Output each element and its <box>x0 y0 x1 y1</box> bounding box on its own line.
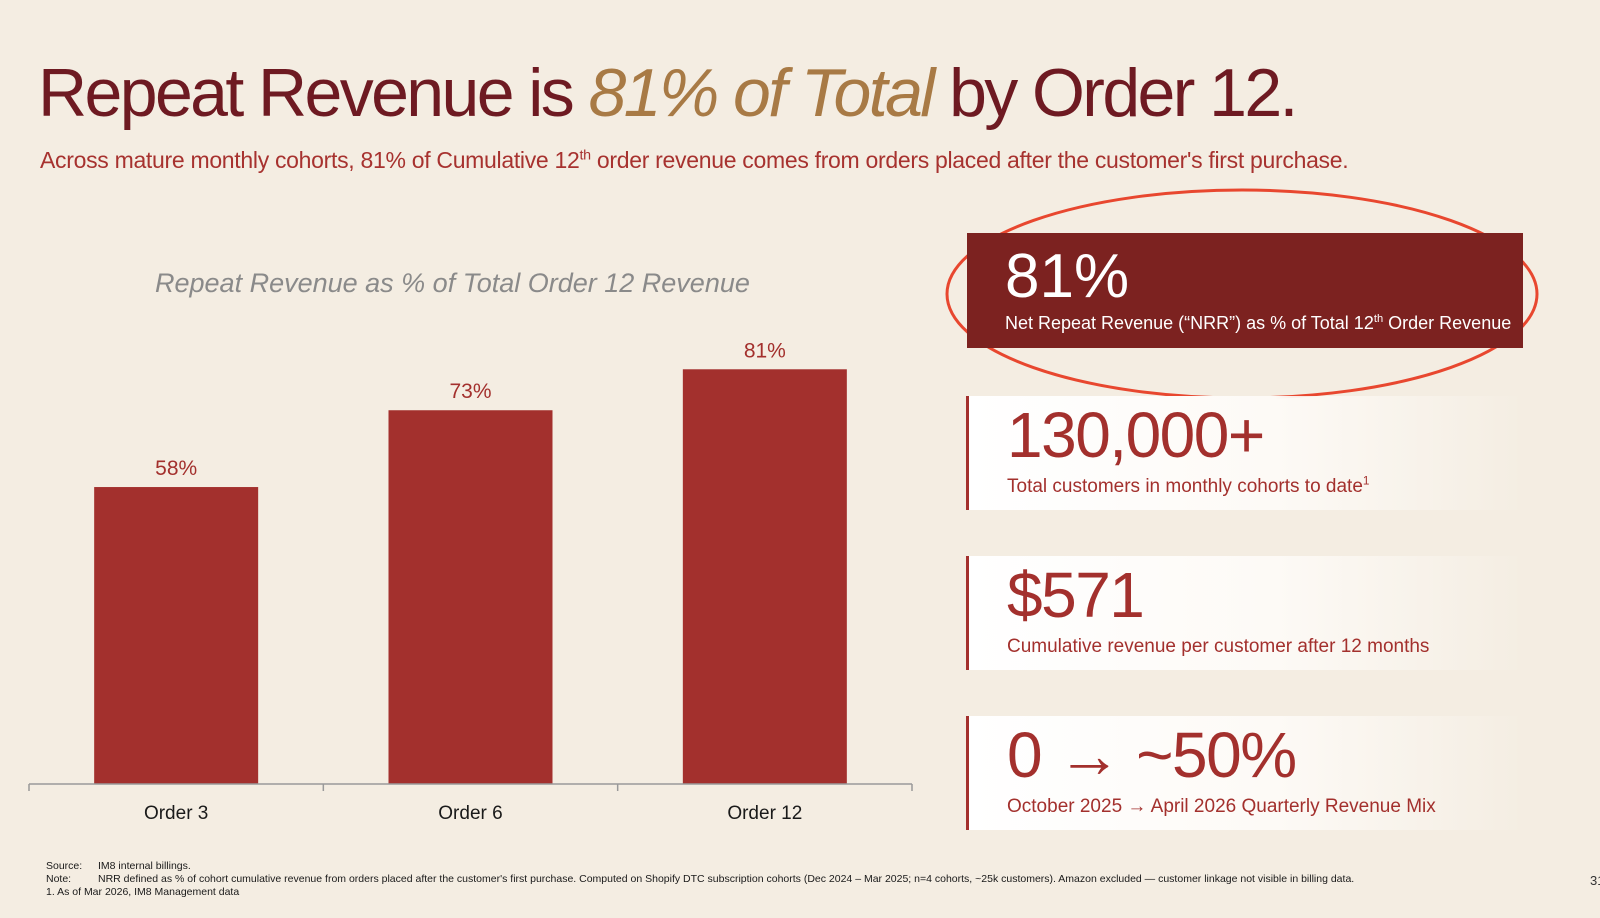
bar-value-label-2: 73% <box>449 380 491 403</box>
title-part-1: Repeat Revenue is <box>38 55 589 131</box>
kpi-mix-card: 0 → ~50% October 2025 → April 2026 Quart… <box>966 716 1525 830</box>
footnote-source: Source: IM8 internal billings. <box>46 860 1354 873</box>
kpi-customers-label-superscript: 1 <box>1362 474 1370 488</box>
kpi-revenue-label: Cumulative revenue per customer after 12… <box>1007 636 1430 657</box>
x-tick-label-2: Order 6 <box>438 803 502 820</box>
title-part-2: by Order 12. <box>932 55 1298 131</box>
x-tick-label-1: Order 3 <box>144 803 208 820</box>
page-subtitle: Across mature monthly cohorts, 81% of Cu… <box>40 147 1349 174</box>
bar-value-label-3: 81% <box>744 339 786 362</box>
subtitle-after: order revenue comes from orders placed a… <box>590 147 1349 173</box>
footnote-source-key: Source: <box>46 860 83 872</box>
kpi-nrr-label-superscript: th <box>1373 313 1384 325</box>
footnote-1: 1. As of Mar 2026, IM8 Management data <box>46 886 240 898</box>
footnote-note: Note: NRR defined as % of cohort cumulati… <box>46 873 1354 886</box>
kpi-customers-card: 130,000+ Total customers in monthly coho… <box>966 396 1525 510</box>
footnotes: Source: IM8 internal billings. Note: NRR d… <box>46 860 1354 899</box>
bar-chart: 58% Order 3 73% Order 6 81% Order 12 <box>28 339 913 820</box>
kpi-mix-value: 0 → ~50% <box>1007 719 1297 791</box>
bar-value-label-1: 58% <box>155 457 197 480</box>
kpi-mix-label: October 2025 → April 2026 Quarterly Reve… <box>1007 796 1436 817</box>
page-number: 31 <box>1590 873 1600 888</box>
bar-2 <box>388 410 553 784</box>
kpi-nrr-value: 81% <box>1005 242 1130 311</box>
page-title: Repeat Revenue is 81% of Total by Order … <box>38 55 1298 131</box>
kpi-nrr-label: Net Repeat Revenue (“NRR”) as % of Total… <box>1005 313 1511 334</box>
kpi-revenue-value: $571 <box>1007 559 1145 631</box>
chart-title: Repeat Revenue as % of Total Order 12 Re… <box>155 268 750 298</box>
kpi-customers-label: Total customers in monthly cohorts to da… <box>1007 474 1370 498</box>
kpi-customers-label-text: Total customers in monthly cohorts to da… <box>1007 476 1363 497</box>
kpi-nrr-label-before: Net Repeat Revenue (“NRR”) as % of Total… <box>1005 313 1374 333</box>
subtitle-superscript: th <box>579 147 592 164</box>
kpi-revenue-card: $571 Cumulative revenue per customer aft… <box>966 556 1525 670</box>
footnote-note-text: NRR defined as % of cohort cumulative re… <box>98 873 1355 885</box>
bar-1 <box>94 487 259 784</box>
x-tick-label-3: Order 12 <box>727 803 802 820</box>
kpi-customers-value: 130,000+ <box>1007 399 1265 471</box>
subtitle-before: Across mature monthly cohorts, 81% of Cu… <box>40 147 580 173</box>
title-accent: 81% of Total <box>588 55 935 131</box>
kpi-nrr-card: 81% Net Repeat Revenue (“NRR”) as % of T… <box>967 233 1523 348</box>
footnote-source-text: IM8 internal billings. <box>98 860 191 872</box>
footnote-note-key: Note: <box>46 873 72 885</box>
kpi-nrr-label-after: Order Revenue <box>1383 313 1512 333</box>
bar-3 <box>682 369 847 784</box>
